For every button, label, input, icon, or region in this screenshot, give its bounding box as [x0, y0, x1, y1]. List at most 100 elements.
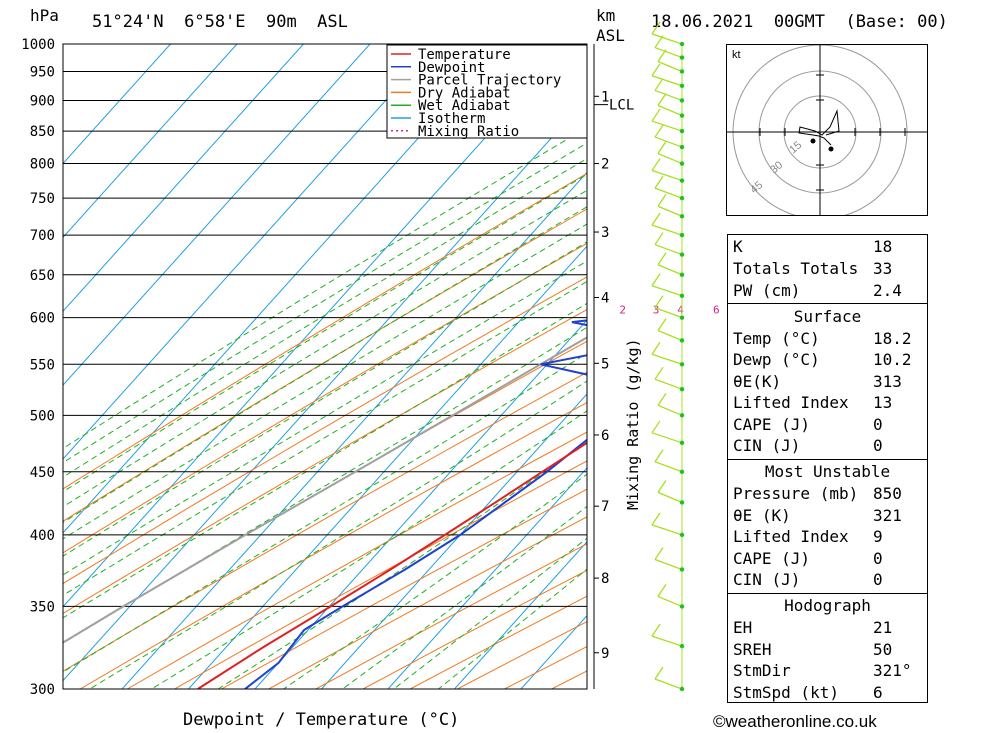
wind-dot: [679, 272, 685, 277]
wet-adiabat-line: [63, 173, 587, 493]
dry-adiabat-line: [63, 340, 587, 644]
dry-adiabat-line: [599, 44, 720, 689]
wind-barb-flag: [654, 366, 664, 380]
isotherm-line: [63, 44, 570, 608]
km-tick-label: 3: [601, 225, 609, 241]
legend-entry: Dewpoint: [418, 60, 485, 76]
wind-barb-flag: [651, 420, 661, 434]
wet-adiabat-line: [217, 441, 587, 689]
wind-dot: [679, 69, 685, 74]
wind-barb: [657, 264, 683, 276]
wind-barb-flag: [651, 273, 661, 287]
wind-dot: [679, 178, 685, 183]
wind-barb: [651, 75, 683, 87]
wind-barb-flag: [651, 158, 661, 171]
hodograph-plot: kt 15 30 45: [727, 44, 927, 220]
hodograph-ring-label-15: 15: [787, 139, 804, 156]
wet-adiabat-line: [63, 142, 587, 464]
wind-barb: [651, 224, 683, 236]
wind-barb-flag: [654, 175, 664, 189]
wind-barb: [651, 524, 683, 536]
mixing-ratio-line: [681, 44, 720, 318]
km-tick-label: 2: [601, 157, 609, 173]
wet-adiabat-line: [63, 158, 587, 478]
wind-barb-flag: [654, 35, 664, 48]
legend-box: [386, 44, 588, 139]
pressure-label-950: 950: [30, 64, 55, 80]
km-tick-label: 4: [601, 291, 609, 307]
wind-barb: [654, 187, 683, 199]
pressure-label-650: 650: [30, 268, 55, 284]
dry-adiabat-line: [63, 208, 587, 522]
asl-label: ASL: [596, 26, 625, 45]
wind-dot: [679, 440, 685, 446]
mu-row-pressure: Pressure (mb) 850: [733, 484, 902, 503]
index-row-pw: PW (cm) 2.4: [733, 281, 902, 300]
km-tick-label: 9: [601, 646, 609, 662]
wind-dot: [679, 98, 685, 103]
credit-link[interactable]: ©weatheronline.co.uk: [713, 712, 877, 731]
wind-barb: [654, 678, 683, 690]
isotherm-line: [454, 541, 587, 689]
dry-adiabat-line: [221, 488, 587, 689]
wind-barb: [657, 60, 683, 73]
wind-dot: [679, 338, 685, 343]
wind-barb: [651, 353, 683, 365]
wind-barb-flag: [651, 108, 661, 122]
mixing-ratio-axis-title: Mixing Ratio (g/kg): [624, 338, 642, 510]
wind-barb-flag: [651, 341, 661, 355]
wet-adiabat-line: [438, 568, 587, 689]
km-label: km: [596, 6, 616, 25]
hodograph-end-dot: [828, 146, 834, 152]
pressure-label-600: 600: [30, 311, 55, 327]
wind-barb-flag: [651, 623, 661, 637]
wind-barb-flag: [657, 392, 667, 406]
wind-barb: [651, 432, 683, 444]
isotherm-line: [188, 245, 587, 689]
wind-dot: [679, 41, 685, 47]
plot-frame: [62, 43, 588, 690]
hodograph-ring-label-30: 30: [768, 159, 785, 176]
wind-barb: [651, 33, 683, 45]
wind-barb-flag: [657, 141, 667, 154]
wind-dot: [679, 532, 685, 538]
datetime-label: 18.06.2021 00GMT (Base: 00): [651, 12, 948, 32]
km-tick-label: 5: [601, 356, 609, 372]
wind-barb-flag: [657, 318, 667, 331]
wind-dot: [679, 113, 685, 118]
isotherm-line: [63, 44, 504, 534]
wind-barb: [654, 243, 683, 256]
wet-adiabat-line: [393, 537, 587, 689]
wind-barb: [657, 491, 683, 504]
legend-entry: Dry Adiabat: [418, 85, 511, 101]
isotherm-line: [254, 319, 587, 689]
wind-dot: [679, 643, 685, 649]
mu-row-cape: CAPE (J) 0: [733, 549, 883, 568]
wind-dot: [679, 315, 685, 320]
isotherm-line: [121, 171, 587, 689]
wind-barb: [654, 89, 683, 102]
mu-row-cin: CIN (J) 0: [733, 570, 883, 589]
hodograph-panel: kt 15 30 45: [726, 44, 928, 220]
hodograph-storm-dot: [810, 138, 816, 144]
wet-adiabat-line: [63, 326, 587, 644]
mixing-ratio-label: 2: [619, 304, 626, 317]
pressure-label-900: 900: [30, 93, 55, 109]
wet-adiabat-line: [63, 223, 587, 540]
isotherm-line: [63, 44, 238, 239]
wind-barb: [654, 378, 683, 390]
legend-entry: Wet Adiabat: [418, 98, 511, 114]
wind-barb-flag: [657, 193, 667, 207]
dry-adiabat-line: [127, 431, 587, 689]
temperature-line: [197, 441, 587, 689]
wind-barb: [651, 120, 683, 132]
location-label: 51°24'N 6°58'E 90m ASL: [92, 12, 348, 32]
hpa-label: hPa: [30, 6, 59, 25]
pressure-label-550: 550: [30, 357, 55, 373]
wind-dot: [679, 413, 685, 418]
mixing-ratio-line: [623, 44, 720, 318]
legend-entry: Temperature: [418, 47, 511, 63]
wind-barb: [651, 285, 683, 297]
dry-adiabat-line: [63, 371, 587, 672]
wind-barb-flag: [657, 49, 667, 62]
